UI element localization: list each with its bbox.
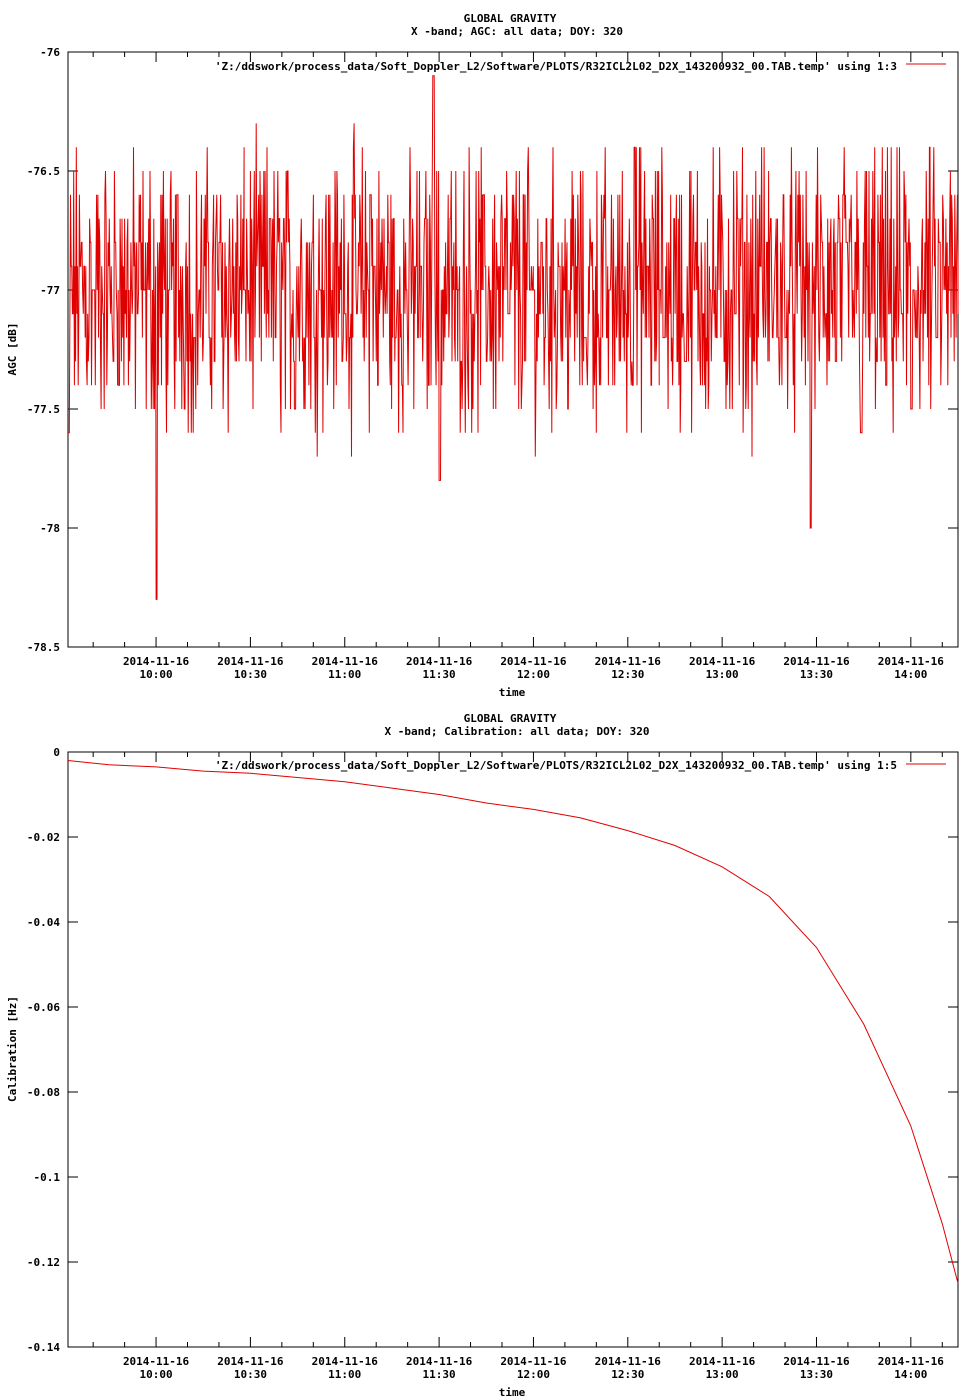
- x-tick-date-label: 2014-11-16: [689, 1355, 756, 1368]
- x-tick-time-label: 14:00: [894, 668, 927, 681]
- chart-1-ylabel: AGC [dB]: [6, 323, 19, 376]
- y-tick-label: -78.5: [27, 641, 60, 654]
- plot-frame: [67, 51, 959, 648]
- x-tick-time-label: 11:30: [423, 668, 456, 681]
- chart-1-legend-text: 'Z:/ddswork/process_data/Soft_Doppler_L2…: [215, 60, 897, 73]
- x-tick-date-label: 2014-11-16: [312, 655, 379, 668]
- y-tick-label: -0.12: [27, 1256, 60, 1269]
- x-tick-date-label: 2014-11-16: [500, 1355, 567, 1368]
- chart-2-title: GLOBAL GRAVITY: [464, 712, 557, 725]
- x-tick-time-label: 11:00: [328, 1368, 361, 1381]
- chart-1-xlabel: time: [499, 686, 526, 699]
- x-tick-date-label: 2014-11-16: [878, 1355, 945, 1368]
- x-tick-time-label: 13:30: [800, 1368, 833, 1381]
- chart-2-legend-text: 'Z:/ddswork/process_data/Soft_Doppler_L2…: [215, 759, 897, 772]
- x-tick-time-label: 12:00: [517, 668, 550, 681]
- x-tick-date-label: 2014-11-16: [123, 1355, 190, 1368]
- x-tick-date-label: 2014-11-16: [783, 655, 850, 668]
- x-tick-time-label: 12:30: [611, 1368, 644, 1381]
- x-tick-time-label: 11:30: [423, 1368, 456, 1381]
- chart-1-title: GLOBAL GRAVITY: [464, 12, 557, 25]
- x-tick-time-label: 13:00: [706, 1368, 739, 1381]
- y-tick-label: 0: [53, 746, 60, 759]
- x-tick-date-label: 2014-11-16: [500, 655, 567, 668]
- series-line: [68, 75, 959, 600]
- x-tick-date-label: 2014-11-16: [783, 1355, 850, 1368]
- y-tick-label: -0.04: [27, 916, 60, 929]
- x-tick-time-label: 10:00: [139, 1368, 172, 1381]
- y-tick-label: -0.06: [27, 1001, 60, 1014]
- x-tick-date-label: 2014-11-16: [689, 655, 756, 668]
- x-tick-date-label: 2014-11-16: [878, 655, 945, 668]
- plot-frame: [67, 751, 959, 1348]
- chart-1-plot: -76-76.5-77-77.5-78-78.52014-11-1610:002…: [27, 46, 959, 681]
- series-line: [67, 760, 959, 1284]
- x-tick-time-label: 10:30: [234, 668, 267, 681]
- y-tick-label: -76: [40, 46, 60, 59]
- y-tick-label: -76.5: [27, 165, 60, 178]
- chart-2-subtitle: X -band; Calibration: all data; DOY: 320: [385, 725, 650, 738]
- chart-2-ylabel: Calibration [Hz]: [6, 996, 19, 1102]
- x-tick-date-label: 2014-11-16: [406, 1355, 473, 1368]
- y-tick-label: -77.5: [27, 403, 60, 416]
- y-tick-label: -0.08: [27, 1086, 60, 1099]
- chart-2-plot: 0 -0.02 -0.04 -0.06 -0.08 -0.1 -0.12 -0.14 2014-…: [27, 746, 959, 1381]
- y-tick-label: -0.1: [34, 1171, 61, 1184]
- x-tick-date-label: 2014-11-16: [406, 655, 473, 668]
- x-tick-date-label: 2014-11-16: [595, 655, 662, 668]
- chart-2-xlabel: time: [499, 1386, 526, 1399]
- x-tick-date-label: 2014-11-16: [217, 655, 284, 668]
- x-tick-time-label: 13:00: [706, 668, 739, 681]
- y-tick-label: -77: [40, 284, 60, 297]
- x-tick-time-label: 11:00: [328, 668, 361, 681]
- x-tick-date-label: 2014-11-16: [217, 1355, 284, 1368]
- y-tick-label: -78: [40, 522, 60, 535]
- y-tick-label: -0.02: [27, 831, 60, 844]
- x-tick-time-label: 10:30: [234, 1368, 267, 1381]
- x-tick-time-label: 12:30: [611, 668, 644, 681]
- x-tick-time-label: 10:00: [139, 668, 172, 681]
- x-tick-time-label: 12:00: [517, 1368, 550, 1381]
- x-tick-time-label: 13:30: [800, 668, 833, 681]
- x-tick-time-label: 14:00: [894, 1368, 927, 1381]
- x-tick-date-label: 2014-11-16: [312, 1355, 379, 1368]
- y-tick-label: -0.14: [27, 1341, 60, 1354]
- x-tick-date-label: 2014-11-16: [123, 655, 190, 668]
- chart-1-subtitle: X -band; AGC: all data; DOY: 320: [411, 25, 623, 38]
- x-tick-date-label: 2014-11-16: [595, 1355, 662, 1368]
